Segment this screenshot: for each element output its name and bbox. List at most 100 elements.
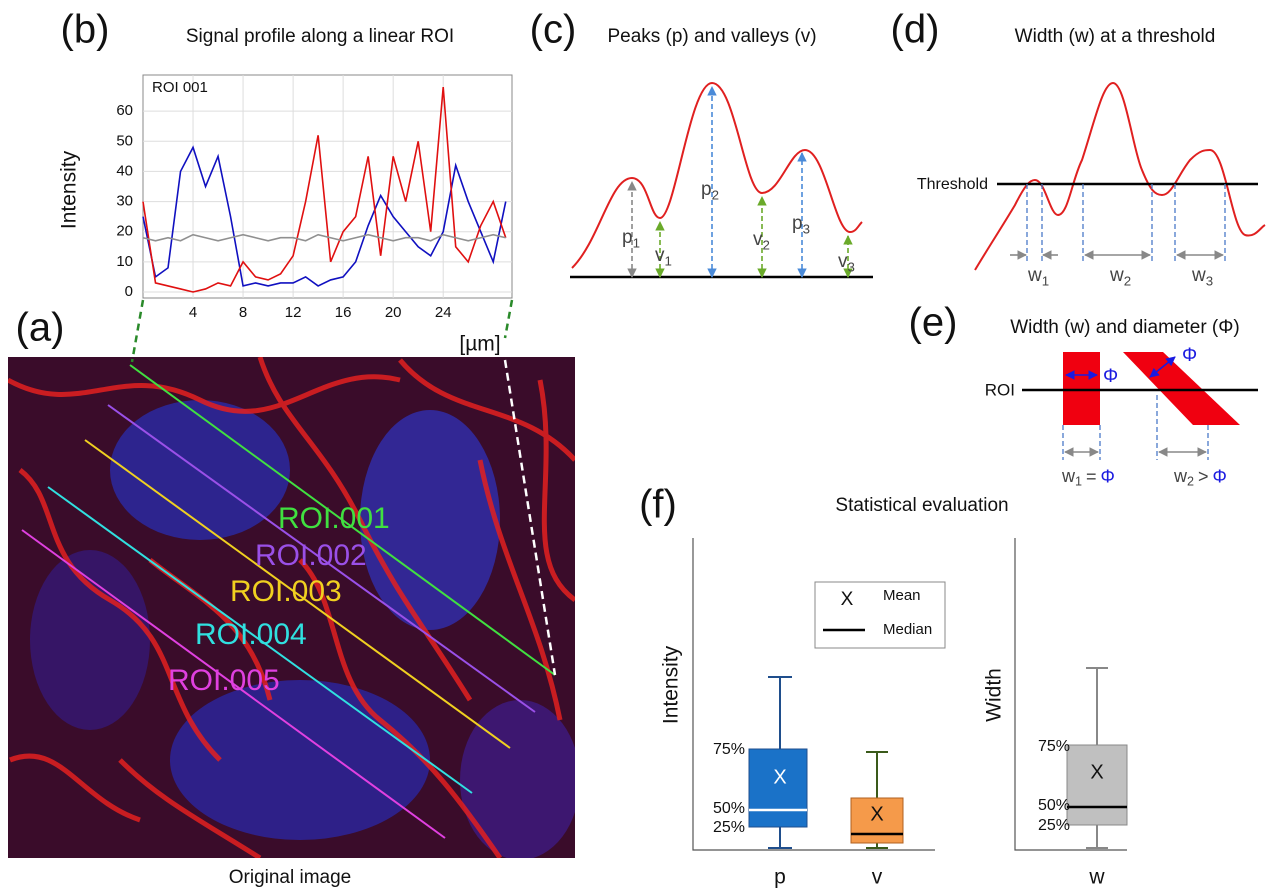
- panel-label: (c): [530, 8, 577, 52]
- y-tick-label: 0: [125, 283, 133, 300]
- width-relation: w1 =Φ: [1061, 466, 1115, 489]
- label-base: p: [792, 213, 803, 234]
- legend-median: Median: [883, 621, 932, 638]
- peak-label: p3: [792, 213, 810, 236]
- y-axis-label: Intensity: [660, 645, 683, 724]
- valley-label: v3: [838, 251, 855, 274]
- panel-label: (d): [891, 8, 940, 52]
- percentile-label: 25%: [1038, 817, 1070, 834]
- panel-label: (b): [61, 8, 110, 52]
- zoom-line: [132, 300, 143, 362]
- width-label: w2: [1109, 265, 1131, 288]
- label-sub: 2: [1124, 273, 1131, 288]
- profile-curve: [975, 83, 1265, 270]
- zoom-line: [505, 300, 512, 338]
- figure: (b) (a) (c) (d) (e) (f) Signal profile along a…: [0, 0, 1269, 890]
- y-tick-label: 50: [116, 132, 133, 149]
- diameter-label: Φ: [1103, 366, 1118, 387]
- label-base: p: [622, 227, 633, 248]
- diameter-label: Φ: [1182, 345, 1197, 366]
- panel-title: Width (w) and diameter (Φ): [1010, 317, 1240, 338]
- caption: Original image: [229, 867, 352, 888]
- percentile-label: 75%: [713, 741, 745, 758]
- x-tick-label: 20: [385, 304, 402, 321]
- diameter: Φ: [1101, 466, 1115, 486]
- box-w: [1067, 668, 1127, 848]
- panel-label: (e): [909, 301, 958, 345]
- label-sub: 2: [763, 237, 770, 252]
- percentile-label: 50%: [713, 800, 745, 817]
- y-tick-label: 10: [116, 253, 133, 270]
- roi-label: ROI.001: [278, 502, 390, 535]
- label-base: w: [1191, 265, 1206, 286]
- width-label: w1: [1027, 265, 1049, 288]
- profile-curve: [572, 83, 862, 268]
- label-sub: 1: [665, 253, 672, 268]
- width-label: w3: [1191, 265, 1213, 288]
- category-label: w: [1088, 866, 1105, 889]
- object: [1063, 352, 1100, 425]
- roi-name: ROI 001: [152, 79, 208, 96]
- label-base: p: [701, 179, 712, 200]
- roi-label: ROI.005: [168, 664, 280, 697]
- percentile-label: 75%: [1038, 738, 1070, 755]
- x-tick-label: 4: [189, 304, 197, 321]
- x-tick-label: 16: [335, 304, 352, 321]
- peak-label: p2: [701, 179, 719, 202]
- panel-title: Width (w) at a threshold: [1015, 26, 1216, 47]
- label-sub: 1: [1042, 273, 1049, 288]
- y-axis-label: Intensity: [58, 150, 81, 229]
- label-sub: 3: [803, 221, 810, 236]
- peak-label: p1: [622, 227, 640, 250]
- mean-marker: X: [773, 766, 786, 788]
- panel-title: Statistical evaluation: [835, 495, 1008, 516]
- category-label: p: [774, 866, 786, 889]
- mean-marker: X: [1090, 761, 1103, 783]
- plot-area: [143, 75, 512, 298]
- label-sub: 2: [1187, 475, 1194, 489]
- y-axis-label: Width: [983, 668, 1006, 722]
- width-relation: w2 >Φ: [1173, 466, 1227, 489]
- legend-mean-symbol: X: [841, 589, 854, 610]
- panel-title: Signal profile along a linear ROI: [186, 26, 454, 47]
- roi-label: ROI.004: [195, 618, 307, 651]
- label-base: w: [1061, 466, 1076, 486]
- y-tick-label: 20: [116, 223, 133, 240]
- panel-title: Peaks (p) and valleys (v): [607, 26, 816, 47]
- box-p: [749, 677, 807, 848]
- category-label: v: [872, 866, 883, 889]
- label-base: v: [838, 251, 848, 272]
- width-guides: [1027, 184, 1225, 262]
- label-sub: 1: [633, 235, 640, 250]
- diameter: Φ: [1213, 466, 1227, 486]
- y-tick-label: 60: [116, 102, 133, 119]
- label-sub: 2: [712, 187, 719, 202]
- label-sub: 3: [848, 259, 855, 274]
- panel-label: (f): [639, 483, 677, 527]
- roi-label: ROI.002: [255, 539, 367, 572]
- label-base: v: [655, 245, 665, 266]
- relation: =: [1086, 466, 1097, 486]
- label-sub: 3: [1206, 273, 1213, 288]
- x-axis-label: [µm]: [459, 333, 500, 356]
- x-tick-label: 24: [435, 304, 452, 321]
- label-base: w: [1173, 466, 1188, 486]
- mean-marker: X: [870, 803, 883, 825]
- label-base: w: [1109, 265, 1124, 286]
- x-tick-label: 8: [239, 304, 247, 321]
- percentile-label: 25%: [713, 819, 745, 836]
- valley-label: v1: [655, 245, 672, 268]
- roi-label: ROI.003: [230, 575, 342, 608]
- x-tick-label: 12: [285, 304, 302, 321]
- threshold-label: Threshold: [917, 176, 988, 193]
- roi-label: ROI: [985, 380, 1015, 399]
- legend-box: [815, 582, 945, 648]
- percentile-label: 50%: [1038, 797, 1070, 814]
- micrograph: [8, 357, 580, 860]
- y-tick-label: 40: [116, 162, 133, 179]
- label-sub: 1: [1075, 475, 1082, 489]
- y-tick-label: 30: [116, 193, 133, 210]
- panel-label: (a): [16, 306, 65, 350]
- box-v: [851, 752, 903, 848]
- relation: >: [1198, 466, 1209, 486]
